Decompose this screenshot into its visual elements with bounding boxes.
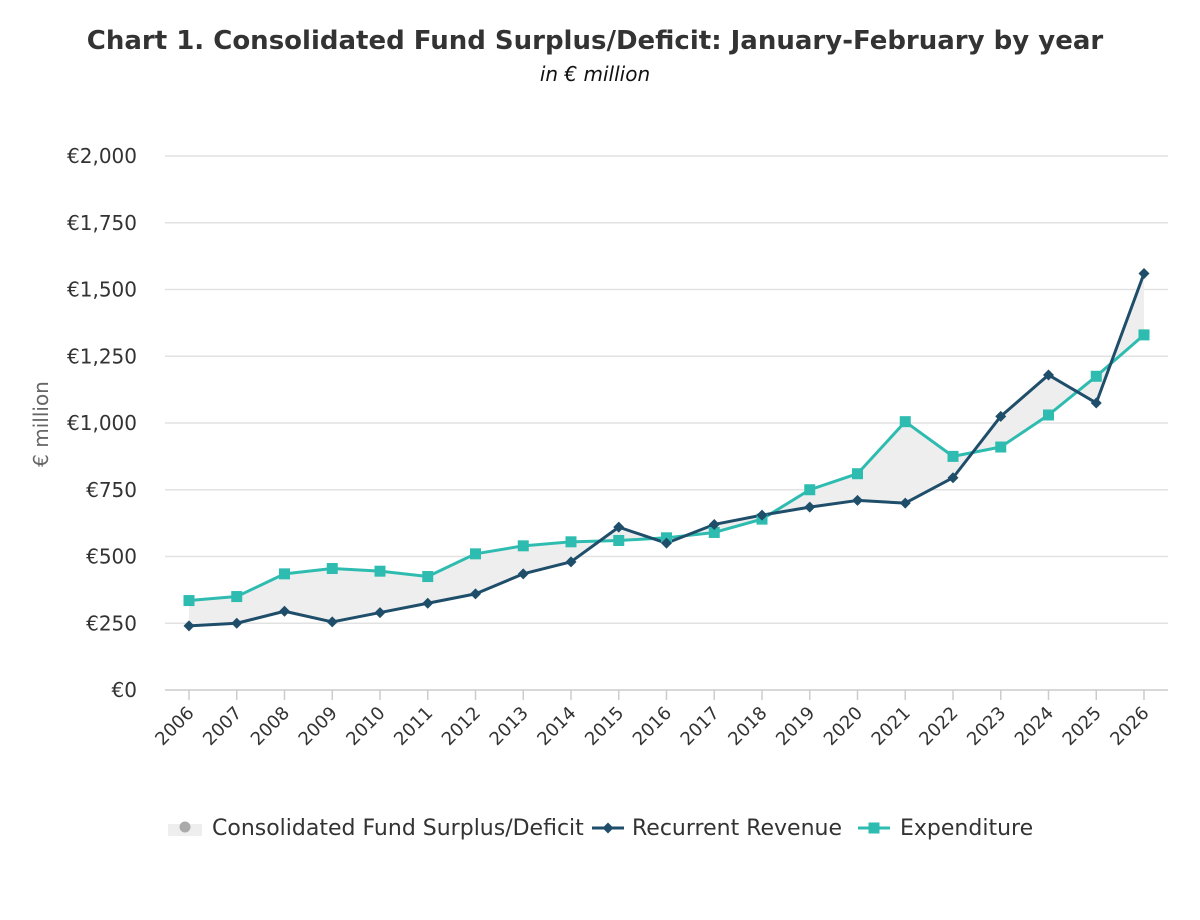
expenditure-point — [517, 540, 529, 552]
recurrent-revenue-point — [326, 616, 338, 628]
expenditure-point — [804, 484, 816, 496]
recurrent-revenue-point — [899, 497, 911, 509]
x-tick-label: 2012 — [438, 703, 485, 750]
y-tick-label: €1,500 — [67, 278, 137, 302]
expenditure-point — [947, 450, 959, 462]
recurrent-revenue-point — [1138, 267, 1150, 279]
expenditure-point — [708, 526, 720, 538]
recurrent-revenue-point — [422, 597, 434, 609]
legend-recurrent-revenue-marker — [602, 822, 614, 834]
recurrent-revenue-point — [947, 472, 959, 484]
x-tick-label: 2010 — [342, 703, 389, 750]
recurrent-revenue-point — [183, 620, 195, 632]
recurrent-revenue-point — [708, 518, 720, 530]
recurrent-revenue-point — [374, 607, 386, 619]
recurrent-revenue-point — [804, 501, 816, 513]
y-tick-label: €1,000 — [67, 411, 137, 435]
x-tick-label: 2015 — [581, 703, 628, 750]
x-tick-label: 2017 — [677, 703, 724, 750]
y-tick-label: €1,250 — [67, 344, 137, 368]
recurrent-revenue-point — [1043, 369, 1054, 381]
expenditure-point — [852, 468, 863, 480]
x-tick-label: 2018 — [724, 703, 771, 750]
legend-expenditure-marker — [868, 822, 880, 834]
expenditure-point — [183, 595, 195, 607]
expenditure-point — [326, 563, 338, 575]
chart-title: Chart 1. Consolidated Fund Surplus/Defic… — [86, 26, 1104, 56]
expenditure-point — [1043, 409, 1054, 421]
expenditure-point — [1138, 329, 1150, 341]
recurrent-revenue-point — [565, 556, 577, 568]
recurrent-revenue-point — [995, 410, 1007, 422]
expenditure-line — [188, 333, 1145, 603]
recurrent-revenue-point — [852, 494, 863, 506]
y-tick-label: €0 — [112, 678, 137, 702]
x-tick-label: 2008 — [247, 703, 294, 750]
legend-expenditure-label: Expenditure — [900, 816, 1033, 841]
expenditure-point — [1090, 370, 1102, 382]
legend-surplus-deficit-label: Consolidated Fund Surplus/Deficit — [212, 816, 584, 841]
y-axis-label: € million — [29, 381, 53, 467]
y-tick-label: €250 — [86, 611, 137, 635]
legend-surplus-deficit-marker — [179, 821, 191, 833]
recurrent-revenue-point — [1090, 397, 1102, 409]
recurrent-revenue-point — [470, 588, 481, 600]
x-tick-label: 2009 — [295, 703, 342, 750]
recurrent-revenue-point — [279, 605, 290, 617]
recurrent-revenue-point — [231, 617, 243, 629]
x-tick-label: 2011 — [390, 703, 437, 750]
x-tick-label: 2024 — [1011, 703, 1058, 750]
expenditure-point — [899, 416, 911, 428]
x-tick-label: 2006 — [151, 703, 198, 750]
x-tick-label: 2023 — [963, 703, 1010, 750]
x-tick-label: 2007 — [199, 703, 246, 750]
surplus-deficit-area — [189, 273, 1144, 626]
recurrent-revenue-point — [613, 521, 625, 533]
recurrent-revenue-point — [756, 509, 768, 521]
legend-recurrent-revenue-label: Recurrent Revenue — [632, 816, 842, 841]
expenditure-point — [470, 548, 481, 560]
x-tick-label: 2014 — [533, 703, 580, 750]
expenditure-point — [565, 536, 577, 548]
x-tick-label: 2022 — [915, 703, 962, 750]
x-tick-label: 2026 — [1106, 703, 1153, 750]
y-tick-label: €2,000 — [67, 144, 137, 168]
y-tick-label: €1,750 — [67, 211, 137, 235]
expenditure-point — [279, 568, 290, 580]
recurrent-revenue-point — [517, 568, 529, 580]
recurrent-revenue-point — [661, 537, 672, 549]
x-tick-label: 2025 — [1059, 703, 1106, 750]
y-tick-label: €750 — [86, 478, 137, 502]
expenditure-point — [995, 441, 1007, 453]
x-tick-label: 2016 — [629, 703, 676, 750]
x-tick-label: 2019 — [772, 703, 819, 750]
x-tick-label: 2020 — [820, 703, 867, 750]
x-tick-label: 2021 — [868, 703, 915, 750]
y-tick-label: €500 — [86, 545, 137, 569]
expenditure-point — [422, 571, 434, 583]
expenditure-point — [374, 565, 386, 577]
chart-subtitle: in € million — [539, 62, 651, 86]
expenditure-point — [231, 591, 243, 603]
expenditure-point — [613, 534, 625, 546]
x-tick-label: 2013 — [486, 703, 533, 750]
